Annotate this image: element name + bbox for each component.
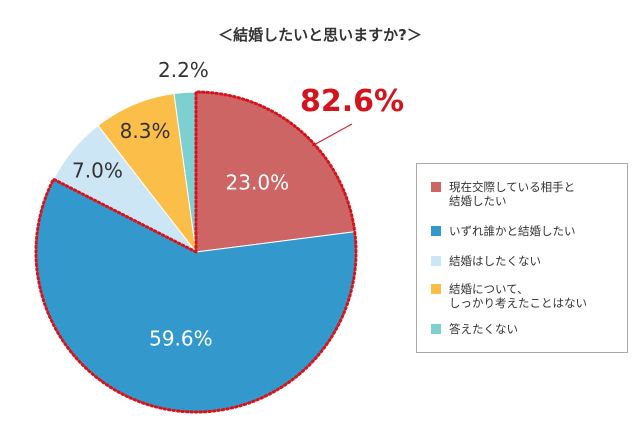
legend-label: 結婚はしたくない — [449, 254, 541, 268]
legend-label: 現在交際している相手と 結婚したい — [449, 180, 576, 208]
data-label-2: 7.0% — [72, 158, 123, 182]
legend-label: 結婚について、 しっかり考えたことはない — [449, 282, 587, 310]
data-label-1: 59.6% — [149, 327, 213, 351]
legend-label: 答えたくない — [449, 322, 518, 336]
legend-item-no-answer: 答えたくない — [431, 322, 518, 336]
highlight-label: 82.6% — [300, 84, 404, 119]
highlight-leader-line — [311, 123, 353, 147]
legend-swatch — [431, 324, 441, 334]
data-label-3: 8.3% — [120, 119, 171, 143]
legend-swatch — [431, 256, 441, 266]
legend-swatch — [431, 284, 441, 294]
legend-item-not-considered: 結婚について、 しっかり考えたことはない — [431, 282, 587, 310]
legend-item-someday: いずれ誰かと結婚したい — [431, 224, 576, 238]
legend: 現在交際している相手と 結婚したい いずれ誰かと結婚したい 結婚はしたくない 結… — [416, 163, 628, 353]
data-label-0: 23.0% — [226, 170, 290, 194]
highlight-outline — [34, 90, 358, 414]
legend-item-current-partner: 現在交際している相手と 結婚したい — [431, 180, 575, 208]
legend-label: いずれ誰かと結婚したい — [449, 224, 576, 238]
legend-item-no-marriage: 結婚はしたくない — [431, 254, 541, 268]
legend-swatch — [431, 182, 441, 192]
data-label-4: 2.2% — [158, 58, 209, 82]
chart-title: ＜結婚したいと思いますか?＞ — [218, 26, 422, 44]
legend-swatch — [431, 226, 441, 236]
